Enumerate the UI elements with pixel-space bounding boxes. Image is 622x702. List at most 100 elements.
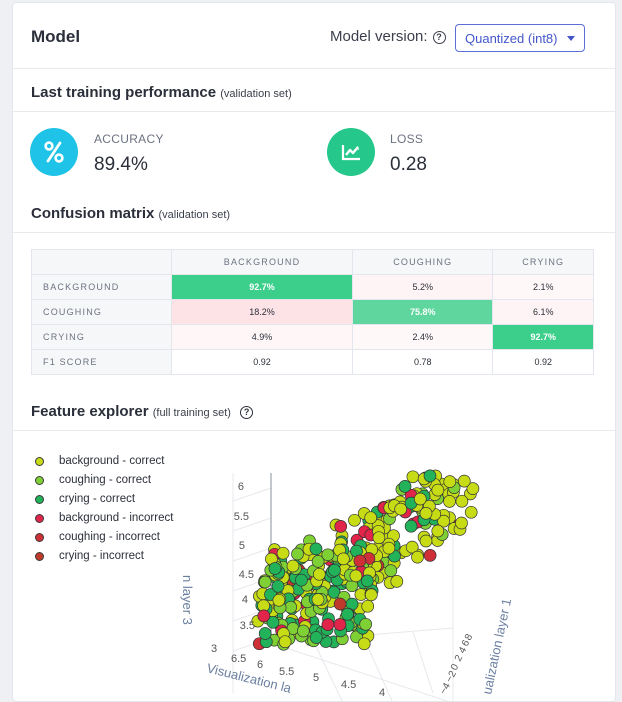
- feature-point[interactable]: [353, 554, 367, 568]
- feature-point[interactable]: [443, 495, 456, 508]
- feature-point[interactable]: [268, 562, 282, 575]
- feature-point[interactable]: [309, 631, 323, 644]
- feature-point[interactable]: [406, 470, 420, 484]
- feature-point[interactable]: [258, 627, 272, 640]
- legend-marker: [35, 476, 44, 485]
- help-icon[interactable]: ?: [240, 406, 254, 419]
- feature-point[interactable]: [364, 511, 378, 525]
- legend-marker: [35, 514, 44, 523]
- explorer-title-text: Feature explorer: [31, 403, 149, 420]
- feature-point[interactable]: [455, 516, 468, 530]
- legend-item[interactable]: background - incorrect: [33, 512, 173, 531]
- feature-point[interactable]: [359, 617, 373, 631]
- feature-point[interactable]: [364, 588, 378, 602]
- x-tick: 5.5: [279, 666, 294, 678]
- f1-cell: 0.92: [492, 349, 594, 375]
- feature-point[interactable]: [413, 492, 427, 506]
- divider: [13, 111, 615, 112]
- feature-point[interactable]: [341, 607, 354, 621]
- matrix-cell: 92.7%: [492, 324, 594, 350]
- feature-point[interactable]: [384, 564, 398, 577]
- feature-point[interactable]: [348, 513, 361, 527]
- feature-explorer-plot[interactable]: 6 5.5 5 4.5 4 3.5 n layer 3 3 6.5 6 5.5 …: [13, 443, 616, 702]
- legend-item[interactable]: coughing - correct: [33, 474, 173, 493]
- feature-point[interactable]: [390, 575, 404, 588]
- feature-point[interactable]: [296, 624, 310, 638]
- feature-point[interactable]: [333, 597, 347, 611]
- matrix-cell: 4.9%: [170, 324, 354, 350]
- matrix-cell: 18.2%: [170, 299, 354, 325]
- feature-point[interactable]: [457, 474, 471, 488]
- feature-point[interactable]: [266, 615, 280, 629]
- feature-point[interactable]: [382, 541, 396, 555]
- page-title: Model: [31, 27, 81, 46]
- feature-point[interactable]: [278, 635, 292, 649]
- feature-point[interactable]: [455, 494, 469, 508]
- feature-point[interactable]: [276, 546, 290, 560]
- feature-point[interactable]: [394, 502, 408, 516]
- feature-point[interactable]: [443, 475, 457, 488]
- feature-point[interactable]: [286, 559, 300, 573]
- feature-point[interactable]: [328, 563, 341, 577]
- feature-point[interactable]: [333, 618, 347, 631]
- points-layer: [251, 469, 480, 651]
- feature-point[interactable]: [431, 483, 445, 497]
- feature-point[interactable]: [258, 575, 272, 589]
- help-icon[interactable]: ?: [432, 31, 446, 44]
- feature-point[interactable]: [321, 548, 335, 562]
- feature-point[interactable]: [411, 550, 424, 564]
- feature-point[interactable]: [311, 593, 325, 606]
- feature-point[interactable]: [337, 552, 350, 566]
- feature-point[interactable]: [431, 524, 445, 538]
- feature-point[interactable]: [311, 555, 325, 568]
- legend-item[interactable]: background - correct: [33, 455, 173, 474]
- loss-label: LOSS: [390, 132, 424, 146]
- feature-point[interactable]: [309, 542, 323, 556]
- legend-item[interactable]: coughing - incorrect: [33, 531, 173, 550]
- feature-point[interactable]: [423, 469, 437, 483]
- feature-point[interactable]: [419, 534, 433, 548]
- matrix-col-header: BACKGROUND: [170, 249, 354, 275]
- legend-label: background - incorrect: [59, 512, 174, 524]
- feature-point[interactable]: [361, 599, 375, 613]
- y-axis-ticks: −4 −2 0 2 4 6 8: [438, 632, 476, 696]
- feature-point[interactable]: [405, 540, 419, 554]
- feature-point[interactable]: [372, 531, 386, 545]
- z-tick: 6: [238, 481, 244, 493]
- y-axis-title: ualization layer 1: [479, 597, 514, 696]
- feature-point[interactable]: [464, 505, 478, 519]
- legend-marker: [35, 495, 44, 504]
- feature-point[interactable]: [271, 579, 285, 593]
- feature-point[interactable]: [334, 520, 348, 533]
- feature-point[interactable]: [312, 567, 326, 581]
- feature-point[interactable]: [398, 480, 412, 493]
- performance-subtitle: (validation set): [220, 88, 292, 100]
- legend-item[interactable]: crying - incorrect: [33, 550, 173, 569]
- feature-point[interactable]: [437, 514, 450, 528]
- feature-point[interactable]: [357, 637, 371, 651]
- feature-point[interactable]: [423, 549, 437, 562]
- feature-point[interactable]: [295, 573, 308, 587]
- matrix-col-header: COUGHING: [352, 249, 494, 275]
- matrix-row-header: CRYING: [31, 324, 172, 350]
- feature-point[interactable]: [349, 569, 363, 583]
- legend-item[interactable]: crying - correct: [33, 493, 173, 512]
- feature-point[interactable]: [419, 506, 433, 520]
- feature-point[interactable]: [404, 519, 418, 533]
- feature-point[interactable]: [360, 574, 374, 588]
- matrix-row-header: F1 SCORE: [31, 349, 172, 375]
- divider: [13, 430, 615, 431]
- feature-point[interactable]: [272, 593, 286, 607]
- feature-point[interactable]: [291, 547, 304, 561]
- feature-point[interactable]: [466, 482, 480, 495]
- feature-point[interactable]: [257, 609, 271, 623]
- model-card: Model Model version:? Quantized (int8) L…: [12, 2, 616, 702]
- f1-cell: 0.78: [352, 349, 494, 375]
- legend-label: crying - correct: [59, 493, 136, 505]
- matrix-cell: 5.2%: [352, 274, 494, 300]
- feature-point[interactable]: [321, 618, 335, 631]
- model-version-select[interactable]: Quantized (int8): [455, 24, 585, 52]
- confusion-subtitle: (validation set): [158, 209, 231, 221]
- legend-marker: [35, 457, 44, 466]
- feature-point[interactable]: [284, 600, 298, 614]
